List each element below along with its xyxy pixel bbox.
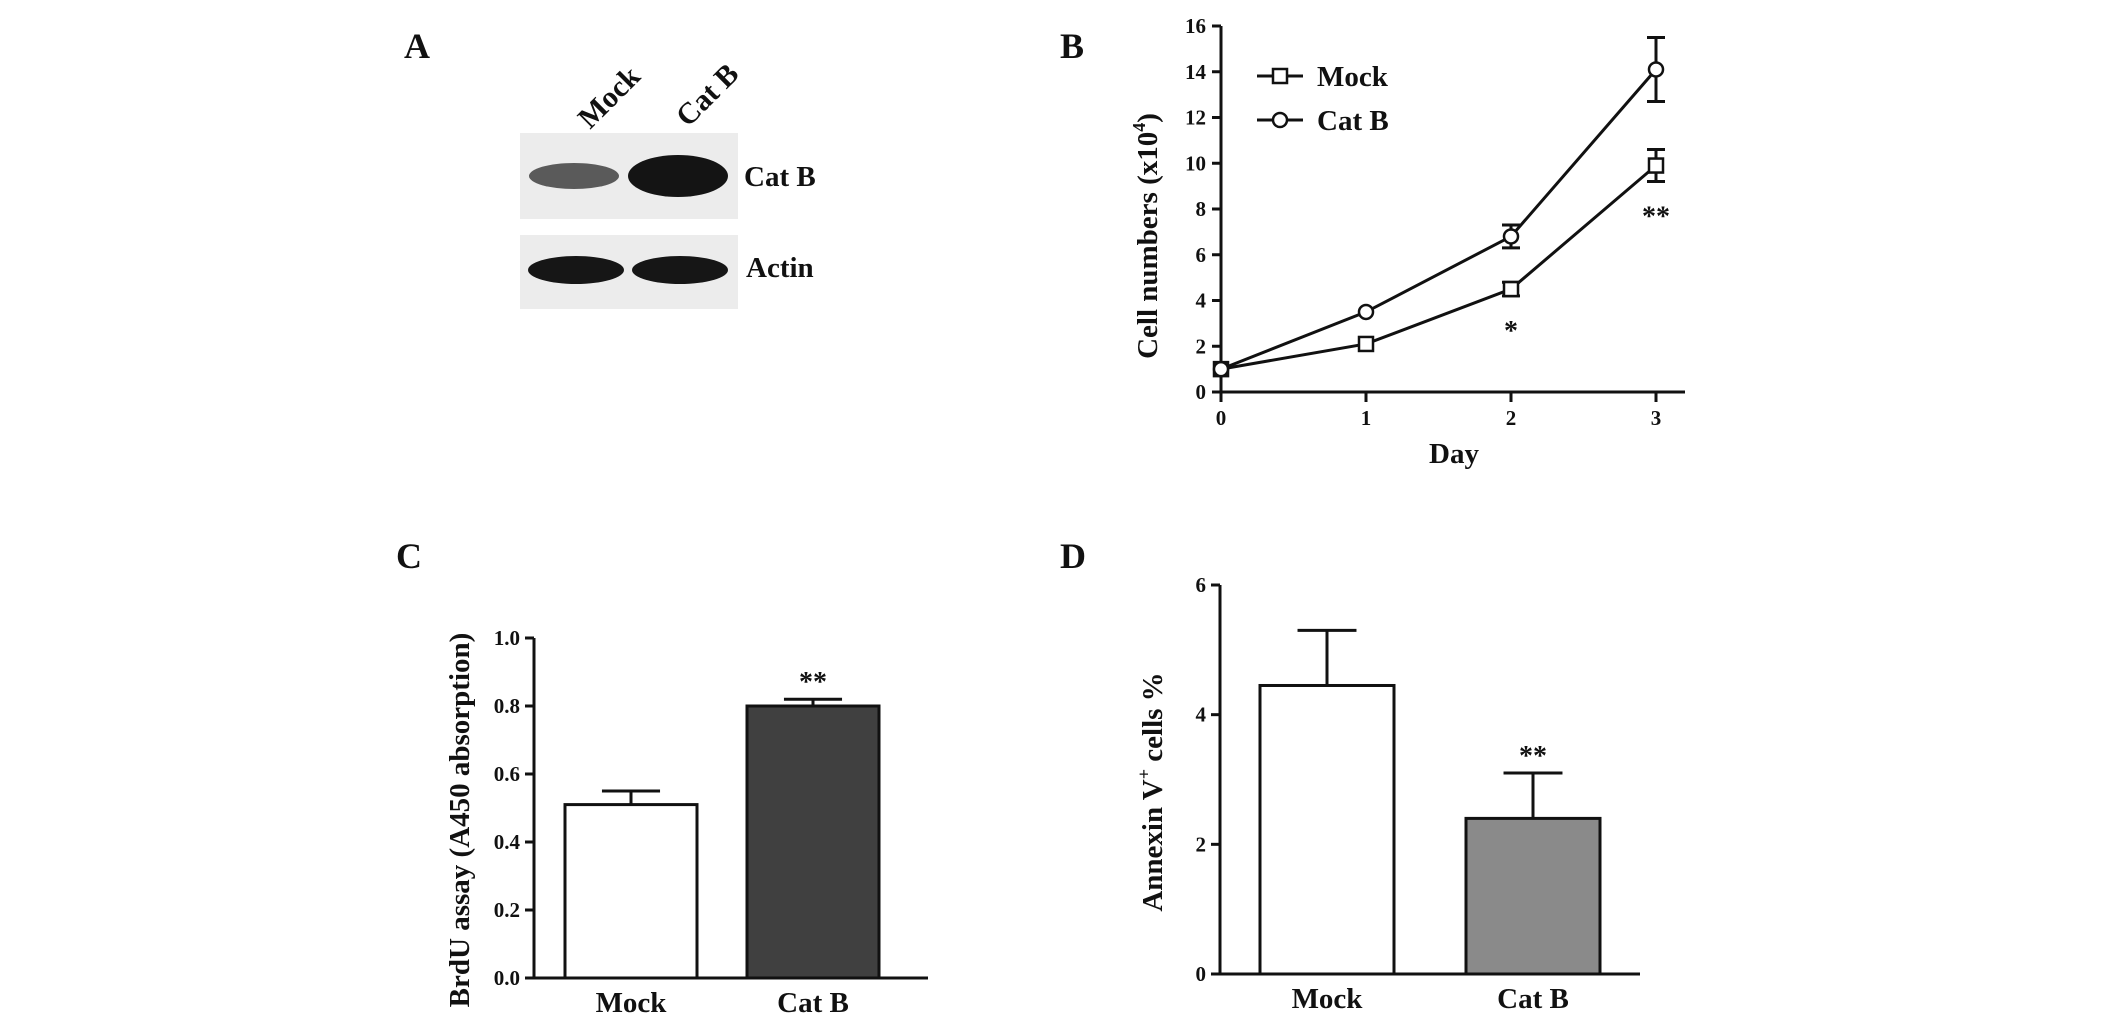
chart-d-ylabel-main: Annexin V bbox=[1137, 779, 1169, 911]
chart-b-ytick-label: 2 bbox=[1196, 334, 1207, 358]
chart-b-point-catb bbox=[1357, 303, 1375, 321]
panel-letter-b: B bbox=[1060, 26, 1084, 66]
chartD-ytick-label: 0 bbox=[1196, 962, 1207, 986]
chart-b-ytick-label: 6 bbox=[1196, 243, 1207, 267]
chart-b-point-mock bbox=[1647, 157, 1665, 174]
chart-c-ylabel: BrdU assay (A450 absorption) bbox=[444, 633, 476, 1008]
chartC-bar-mock bbox=[563, 803, 699, 980]
chart-b-ytick-label: 8 bbox=[1196, 197, 1207, 221]
chart-d-ylabel-sup: + bbox=[1134, 769, 1154, 779]
band-catb-catb bbox=[628, 155, 728, 197]
chart-b-ytick-label: 0 bbox=[1196, 380, 1207, 404]
chartC-ytick-label: 0.2 bbox=[494, 898, 520, 922]
panel-letter-c: C bbox=[396, 536, 422, 576]
chart-b-point-mock bbox=[1357, 335, 1375, 353]
chartC-ytick-label: 0.0 bbox=[494, 966, 520, 990]
chartC-ytick-label: 0.4 bbox=[494, 830, 521, 854]
chart-b-point-mock bbox=[1502, 280, 1520, 298]
chart-b-point-catb bbox=[1212, 360, 1230, 378]
chartD-ytick-label: 4 bbox=[1196, 703, 1207, 727]
chart-d-ylabel: Annexin V+ cells % bbox=[1134, 672, 1169, 911]
chart-b-series-line-catb bbox=[1220, 68, 1658, 371]
chart-b-ylabel-main: Cell numbers (x10 bbox=[1132, 132, 1164, 359]
chart-b-xtick-label: 1 bbox=[1361, 406, 1372, 430]
chartC-category-label-catb: Cat B bbox=[777, 987, 849, 1019]
lane-label-mock: Mock bbox=[572, 60, 647, 135]
chart-b-ytick-label: 10 bbox=[1185, 151, 1206, 175]
chart-b-ytick-label: 4 bbox=[1196, 289, 1207, 313]
chart-b-significance: ** bbox=[1642, 202, 1670, 233]
chartD-category-label-catb: Cat B bbox=[1497, 983, 1569, 1015]
chart-b-point-catb bbox=[1502, 228, 1520, 245]
chart-b-significance: * bbox=[1504, 316, 1518, 347]
chart-b-ytick-label: 12 bbox=[1185, 106, 1206, 130]
chart-b-ylabel-end: ) bbox=[1132, 113, 1164, 123]
lane-label-catb: Cat B bbox=[670, 57, 746, 133]
blot-row-label-actin: Actin bbox=[746, 252, 814, 284]
chart-b-xtick-label: 3 bbox=[1651, 406, 1662, 430]
chart-b-ytick-label: 14 bbox=[1185, 60, 1207, 84]
chart-b-point-catb bbox=[1647, 61, 1665, 78]
chart-d-ylabel-end: cells % bbox=[1137, 672, 1169, 769]
chart-b-legend-label-catb: Cat B bbox=[1317, 105, 1389, 137]
chart-b-legend-marker-mock bbox=[1271, 67, 1289, 85]
chart-b-xtick-label: 0 bbox=[1216, 406, 1227, 430]
panel-letter-d: D bbox=[1060, 536, 1086, 576]
chartC-ytick-label: 1.0 bbox=[494, 626, 520, 650]
chartD-significance-catb: ** bbox=[1519, 741, 1547, 772]
band-actin-mock bbox=[528, 256, 624, 284]
blot-row-label-catb: Cat B bbox=[744, 161, 816, 193]
chartD-bar-mock bbox=[1258, 683, 1396, 976]
western-blot: Mock Cat B Cat B Actin bbox=[520, 57, 816, 309]
chart-b-ylabel: Cell numbers (x104) bbox=[1129, 113, 1164, 359]
chartC-significance-catb: ** bbox=[799, 667, 827, 698]
chartC-category-label-mock: Mock bbox=[596, 987, 668, 1019]
chart-b-ytick-label: 16 bbox=[1185, 14, 1206, 38]
chartC-ytick-label: 0.6 bbox=[494, 762, 520, 786]
band-actin-catb bbox=[632, 256, 728, 284]
band-catb-mock bbox=[529, 163, 619, 189]
chart-b-ylabel-sup: 4 bbox=[1129, 123, 1149, 132]
chartC-bar-catb bbox=[745, 704, 881, 980]
chart-b-series-line-mock bbox=[1220, 164, 1657, 371]
chart-b-xtick-label: 2 bbox=[1506, 406, 1517, 430]
panel-letter-a: A bbox=[404, 26, 430, 66]
chartC-ytick-label: 0.8 bbox=[494, 694, 520, 718]
chartD-ytick-label: 6 bbox=[1196, 573, 1207, 597]
chartD-ytick-label: 2 bbox=[1196, 832, 1207, 856]
chartD-bar-catb bbox=[1464, 816, 1602, 976]
chart-d: Annexin V+ cells % 0 2 4 6 Mock ** Cat B bbox=[1134, 573, 1640, 1015]
chart-c: BrdU assay (A450 absorption) 0.0 0.2 0.4 0.… bbox=[444, 626, 928, 1019]
chart-b-legend-label-mock: Mock bbox=[1317, 61, 1389, 93]
chart-b-legend-marker-catb bbox=[1271, 111, 1289, 129]
chartD-category-label-mock: Mock bbox=[1292, 983, 1364, 1015]
chart-b-xlabel: Day bbox=[1429, 438, 1479, 470]
